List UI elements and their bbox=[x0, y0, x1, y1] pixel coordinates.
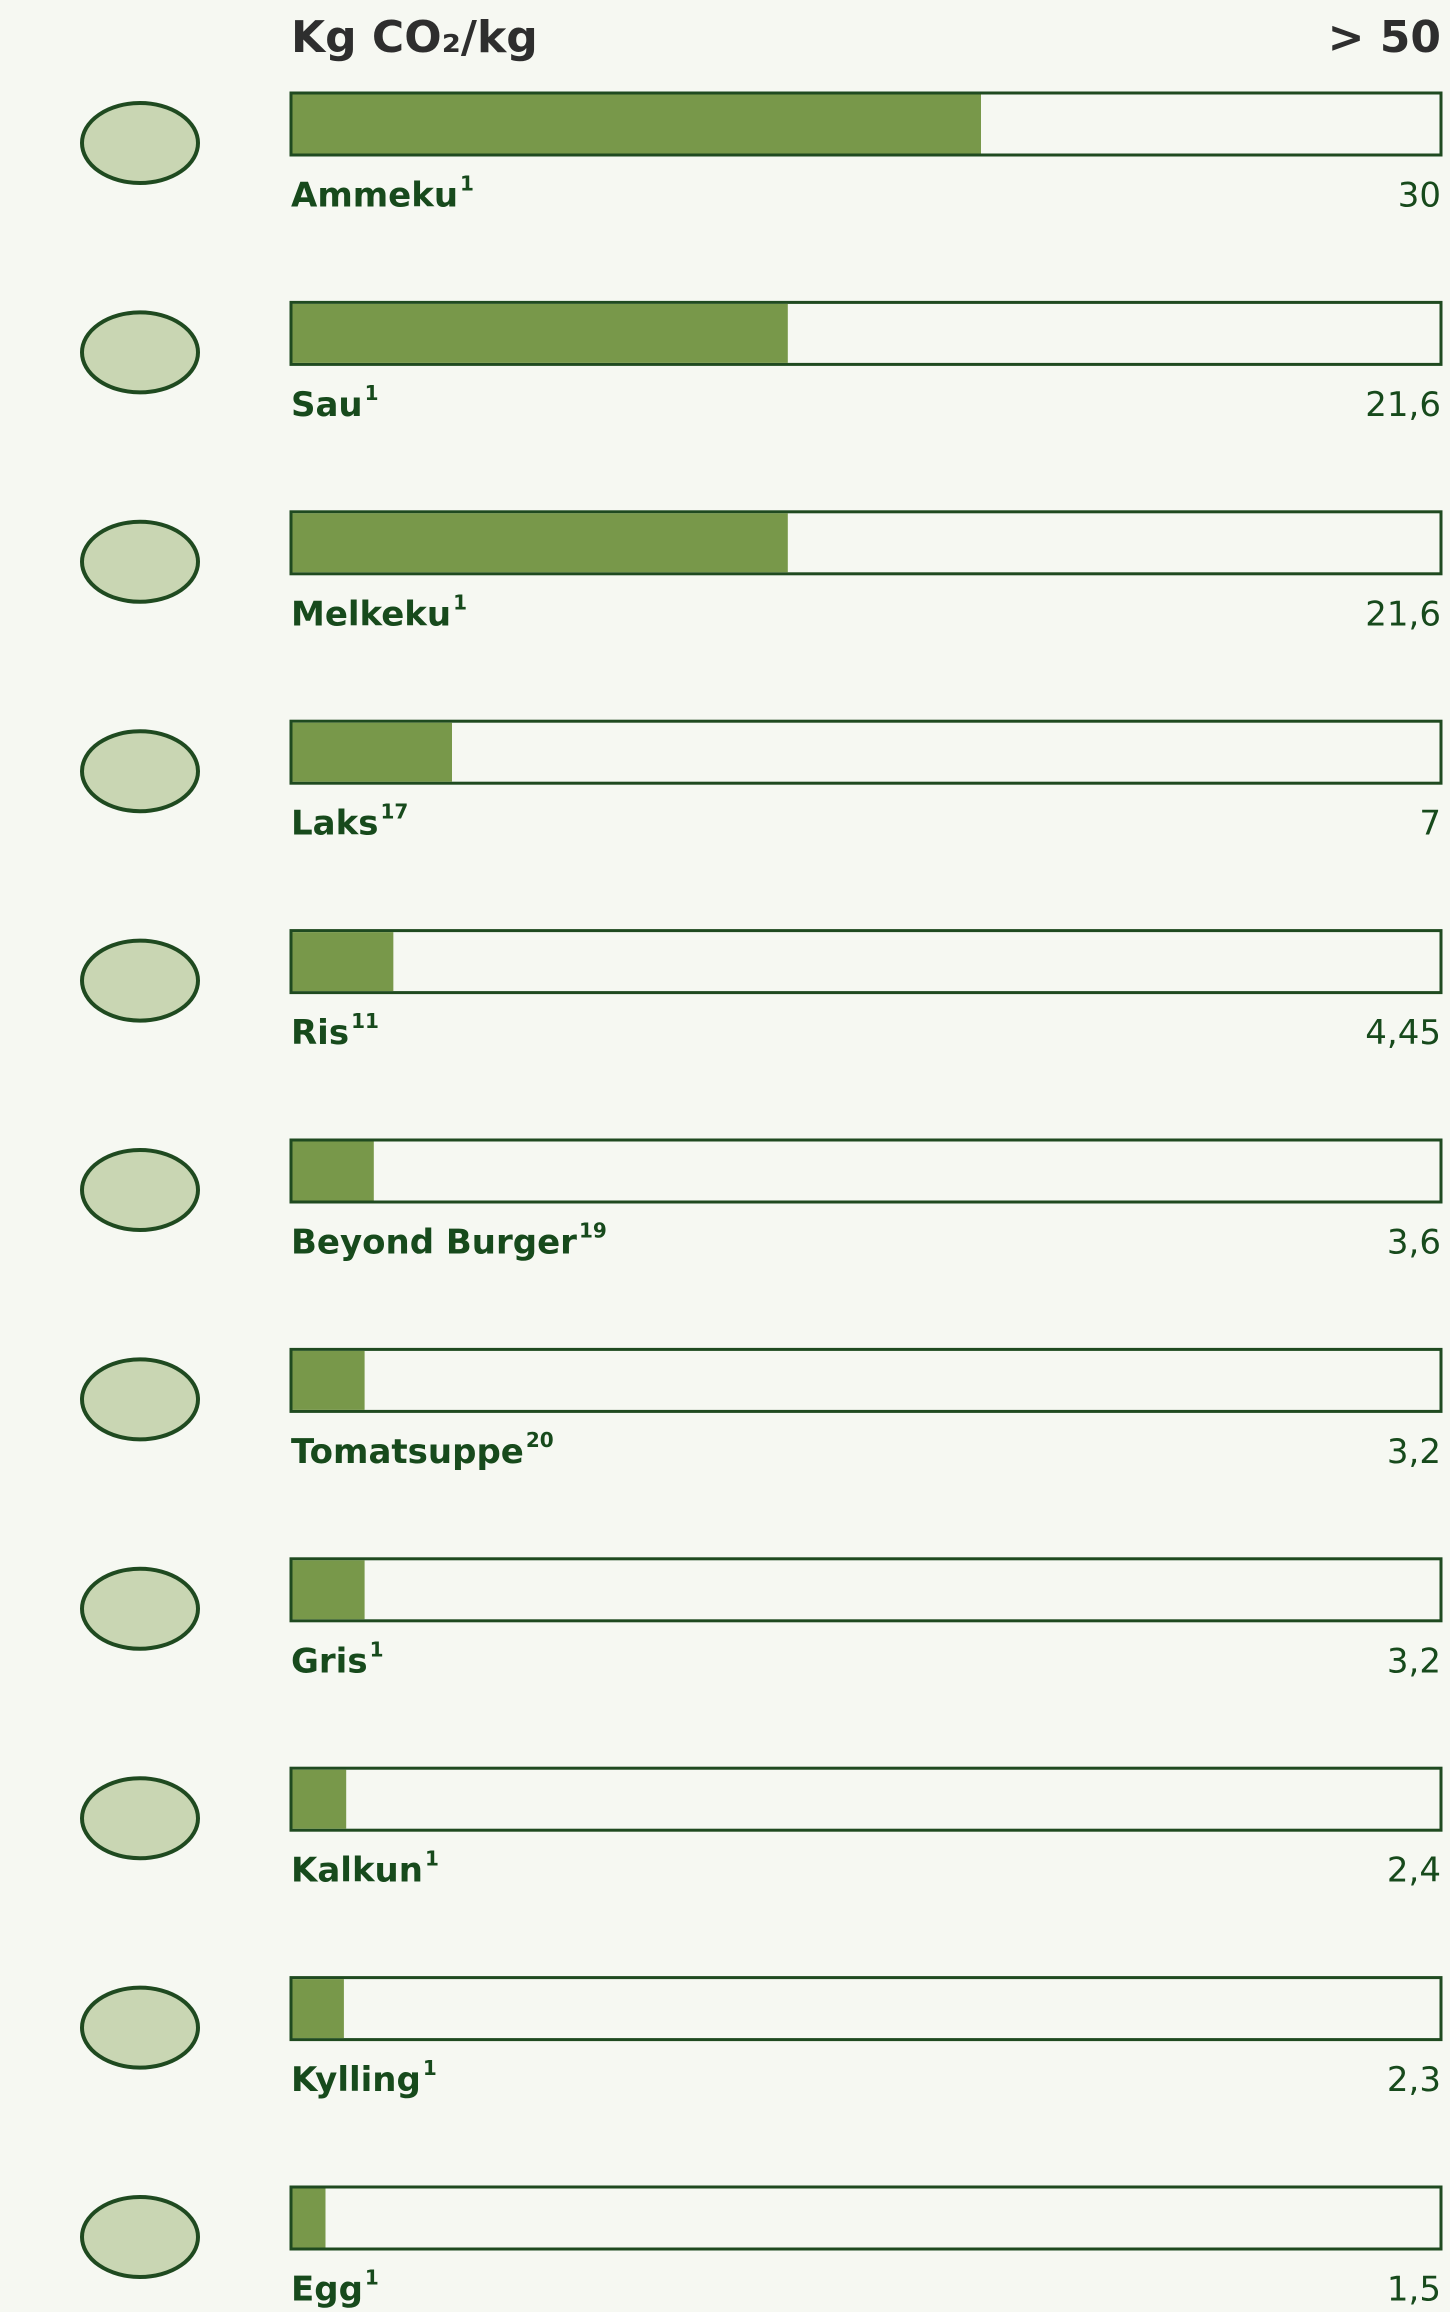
footnote: 1 bbox=[365, 2266, 379, 2290]
bar-track bbox=[289, 1766, 1443, 1832]
icon bbox=[80, 310, 200, 395]
icon bbox=[80, 1148, 200, 1232]
footnote: 17 bbox=[380, 800, 408, 824]
category-label: Beyond Burger bbox=[291, 1223, 577, 1263]
bar bbox=[292, 1560, 365, 1620]
value-label: 21,6 bbox=[1365, 594, 1441, 634]
value-label: 3,2 bbox=[1387, 1432, 1441, 1472]
bar bbox=[292, 1769, 347, 1829]
icon bbox=[80, 519, 200, 604]
icon bbox=[80, 2195, 200, 2279]
value-label: 2,3 bbox=[1387, 2060, 1441, 2100]
chart-title: Kg CO₂/kg bbox=[291, 12, 538, 63]
icon bbox=[80, 1357, 200, 1442]
value-label: 4,45 bbox=[1365, 1013, 1441, 1053]
bar bbox=[292, 722, 452, 782]
value-label: 3,2 bbox=[1387, 1641, 1441, 1681]
bar bbox=[292, 513, 788, 573]
icon bbox=[80, 1566, 200, 1651]
bar-track bbox=[289, 1347, 1443, 1413]
bar bbox=[292, 303, 788, 363]
icon bbox=[80, 1985, 200, 2070]
footnote: 1 bbox=[370, 1637, 384, 1661]
category-label: Laks bbox=[291, 804, 378, 844]
icon bbox=[80, 938, 200, 1023]
bar-track bbox=[289, 1138, 1443, 1204]
footnote: 1 bbox=[453, 590, 467, 614]
category-label: Sau bbox=[291, 385, 363, 425]
value-label: 3,6 bbox=[1387, 1223, 1441, 1263]
footnote: 1 bbox=[423, 2056, 437, 2080]
icon bbox=[80, 729, 200, 814]
bar bbox=[292, 1979, 344, 2039]
category-label: Melkeku bbox=[291, 594, 451, 634]
bar bbox=[292, 1350, 365, 1410]
category-label: Tomatsuppe bbox=[291, 1432, 524, 1472]
icon bbox=[80, 1776, 200, 1861]
value-label: 1,5 bbox=[1387, 2270, 1441, 2310]
bar bbox=[292, 2188, 326, 2248]
category-label: Kalkun bbox=[291, 1851, 423, 1891]
footnote: 20 bbox=[526, 1428, 554, 1452]
footnote: 1 bbox=[425, 1847, 439, 1871]
footnote: 1 bbox=[365, 381, 379, 405]
footnote: 1 bbox=[460, 172, 474, 196]
category-label: Kylling bbox=[291, 2060, 421, 2100]
icon bbox=[80, 101, 200, 185]
bar-track bbox=[289, 2185, 1443, 2251]
category-label: Ris bbox=[291, 1013, 349, 1053]
bar bbox=[292, 94, 981, 154]
x-tick-label: > 50 bbox=[1328, 12, 1441, 63]
category-label: Ammeku bbox=[291, 176, 458, 216]
bar-track bbox=[289, 719, 1443, 785]
value-label: 30 bbox=[1398, 176, 1441, 216]
bar-track bbox=[289, 1557, 1443, 1623]
bar-track bbox=[289, 929, 1443, 995]
footnote: 11 bbox=[351, 1009, 379, 1033]
value-label: 7 bbox=[1419, 804, 1441, 844]
category-label: Egg bbox=[291, 2270, 363, 2310]
footnote: 19 bbox=[579, 1219, 607, 1243]
bar bbox=[292, 932, 394, 992]
value-label: 2,4 bbox=[1387, 1851, 1441, 1891]
value-label: 21,6 bbox=[1365, 385, 1441, 425]
bar bbox=[292, 1141, 374, 1201]
bar-track bbox=[289, 1976, 1443, 2042]
category-label: Gris bbox=[291, 1641, 368, 1681]
